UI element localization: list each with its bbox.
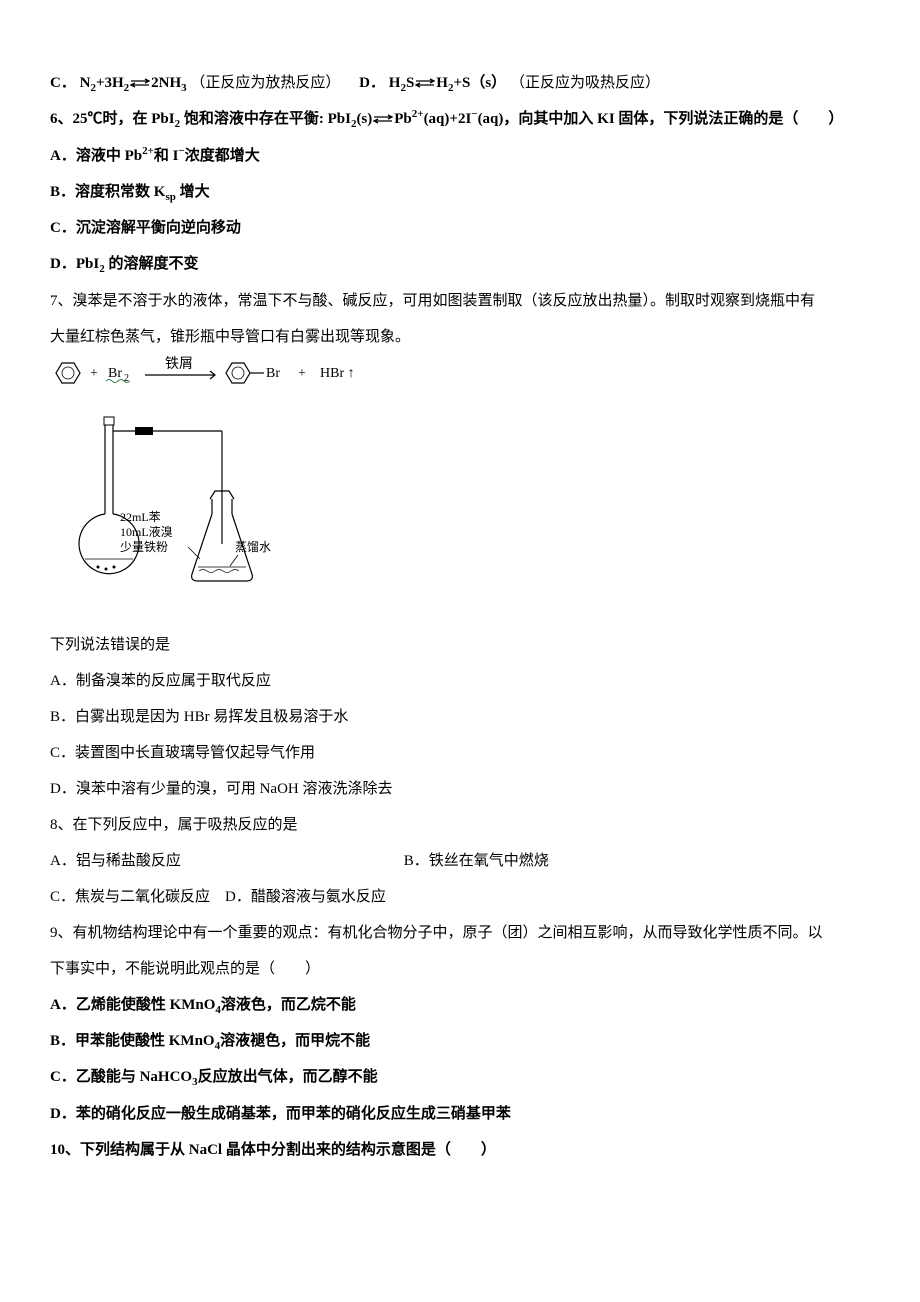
q9-option-d: D．苯的硝化反应一般生成硝基苯，而甲苯的硝化反应生成三硝基甲苯 [50, 1096, 870, 1132]
flask-label-3: 少量铁粉 [120, 540, 168, 554]
q6-stem: 6、25℃时，在 PbI2 饱和溶液中存在平衡: PbI2(s)Pb2+(aq)… [50, 101, 870, 137]
q8-option-a: A．铝与稀盐酸反应 [50, 843, 400, 879]
q7-stem-line1: 7、溴苯是不溶于水的液体，常温下不与酸、碱反应，可用如图装置制取（该反应放出热量… [50, 283, 870, 319]
option-d-note: （正反应为吸热反应） [510, 75, 660, 91]
flask-label-2: 10mL液溴 [120, 524, 173, 539]
q6-option-a: A．溶液中 Pb2+和 I−浓度都增大 [50, 138, 870, 174]
svg-text:Br: Br [108, 366, 122, 381]
q9-option-a: A．乙烯能使酸性 KMnO4溶液色，而乙烷不能 [50, 987, 870, 1023]
svg-text:铁屑: 铁屑 [165, 356, 193, 372]
option-d-label: D． [359, 75, 385, 91]
q7-option-b: B．白雾出现是因为 HBr 易挥发且极易溶于水 [50, 699, 870, 735]
q7-apparatus-diagram: 22mL苯 10mL液溴 少量铁粉 蒸馏水 [50, 399, 870, 619]
equilibrium-arrow-icon [372, 111, 394, 127]
q10-stem: 10、下列结构属于从 NaCl 晶体中分割出来的结构示意图是（ ） [50, 1132, 870, 1168]
q7-option-d: D．溴苯中溶有少量的溴，可用 NaOH 溶液洗涤除去 [50, 771, 870, 807]
q8-stem: 8、在下列反应中，属于吸热反应的是 [50, 807, 870, 843]
q8-option-c: C．焦炭与二氧化碳反应 [50, 889, 210, 905]
svg-text:Br: Br [266, 366, 280, 381]
q9-option-c: C．乙酸能与 NaHCO3反应放出气体，而乙醇不能 [50, 1059, 870, 1095]
option-c-text: N2+3H22NH3 [80, 75, 191, 91]
flask-label-right: 蒸馏水 [235, 540, 271, 554]
q8-options-cd: C．焦炭与二氧化碳反应 D．醋酸溶液与氨水反应 [50, 879, 870, 915]
option-d-text: H2SH2+S（s） [389, 75, 510, 91]
plus-sign: + [90, 366, 98, 381]
equilibrium-arrow-icon [129, 75, 151, 91]
svg-text:+: + [298, 366, 306, 381]
q7-after: 下列说法错误的是 [50, 627, 870, 663]
q7-stem-line2: 大量红棕色蒸气，锥形瓶中导管口有白雾出现等现象。 [50, 319, 870, 355]
option-c-note: （正反应为放热反应） [190, 75, 340, 91]
q6-option-c: C．沉淀溶解平衡向逆向移动 [50, 210, 870, 246]
q7-option-c: C．装置图中长直玻璃导管仅起导气作用 [50, 735, 870, 771]
equilibrium-arrow-icon [414, 75, 436, 91]
q7-option-a: A．制备溴苯的反应属于取代反应 [50, 663, 870, 699]
q7-reaction-equation: + Br2 铁屑 Br + HBr ↑ [50, 355, 870, 391]
option-c-label: C． [50, 75, 76, 91]
flask-label-1: 22mL苯 [120, 510, 161, 524]
svg-text:HBr ↑: HBr ↑ [320, 366, 355, 381]
q6-option-b: B．溶度积常数 Ksp 增大 [50, 174, 870, 210]
options-c-d-line: C． N2+3H22NH3 （正反应为放热反应） D． H2SH2+S（s） （… [50, 65, 870, 101]
q9-stem-line1: 9、有机物结构理论中有一个重要的观点：有机化合物分子中，原子（团）之间相互影响，… [50, 915, 870, 951]
q8-option-d: D．醋酸溶液与氨水反应 [225, 889, 386, 905]
q8-option-b: B．铁丝在氧气中燃烧 [404, 853, 549, 869]
q9-option-b: B．甲苯能使酸性 KMnO4溶液褪色，而甲烷不能 [50, 1023, 870, 1059]
q9-stem-line2: 下事实中，不能说明此观点的是（ ） [50, 951, 870, 987]
q8-options-ab: A．铝与稀盐酸反应 B．铁丝在氧气中燃烧 [50, 843, 870, 879]
q6-option-d: D．PbI2 的溶解度不变 [50, 246, 870, 282]
